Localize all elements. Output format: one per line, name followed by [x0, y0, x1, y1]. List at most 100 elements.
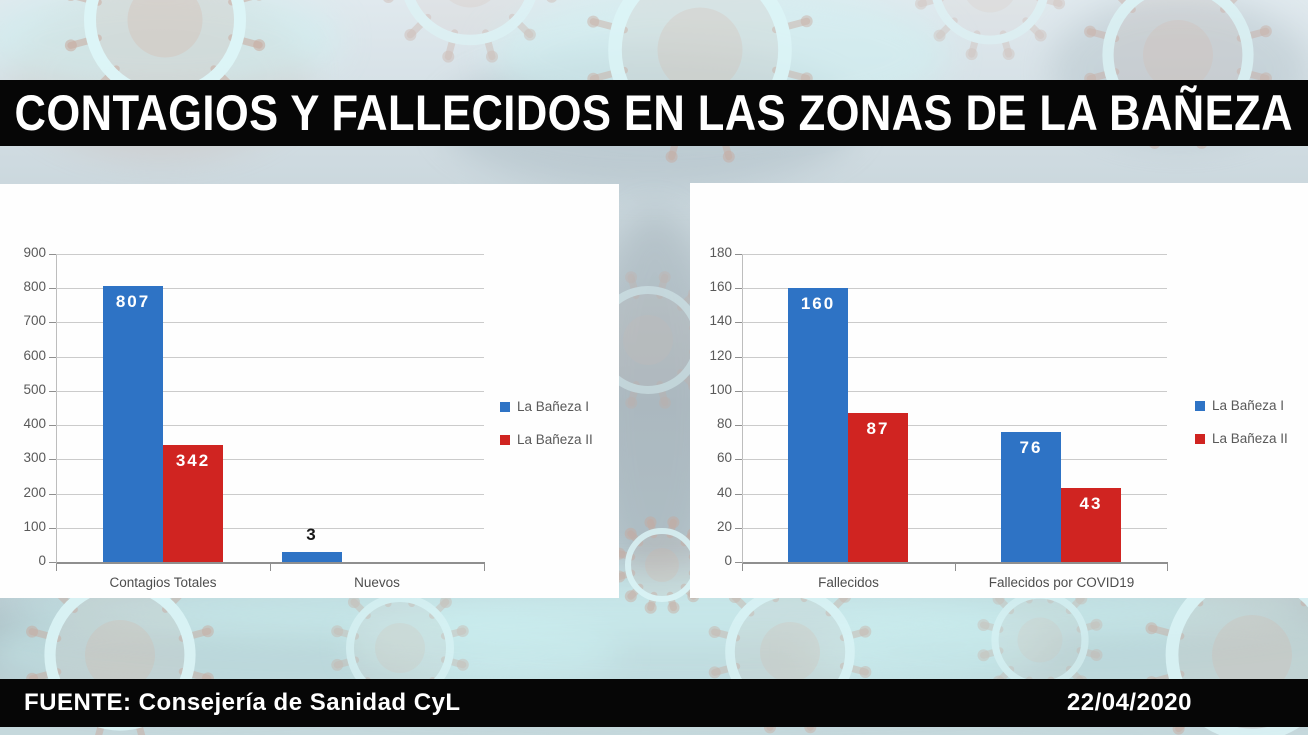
bar-la-ba-eza-i-fallecidos-por-covid19 — [1001, 432, 1061, 562]
y-axis-tick — [735, 425, 742, 426]
bar-value-label: 3 — [306, 525, 318, 544]
bar-value-label: 807 — [115, 292, 151, 311]
legend-item-la-ba-eza-ii: La Bañeza II — [500, 432, 593, 447]
y-axis-label: 100 — [23, 519, 46, 534]
y-axis-tick — [735, 322, 742, 323]
legend-item-la-ba-eza-i: La Bañeza I — [500, 399, 589, 414]
gridline — [56, 322, 484, 323]
bar-la-ba-eza-i-fallecidos — [788, 288, 848, 562]
bar-value-label: 160 — [800, 294, 836, 313]
y-axis-label: 0 — [724, 553, 732, 568]
y-axis-tick — [735, 288, 742, 289]
x-axis-tick — [742, 564, 743, 571]
footer-source: FUENTE: Consejería de Sanidad CyL — [24, 689, 461, 716]
y-axis-tick — [735, 494, 742, 495]
bar-value-label: 342 — [175, 451, 211, 470]
title-band: CONTAGIOS Y FALLECIDOS EN LAS ZONAS DE L… — [0, 80, 1308, 146]
y-axis-tick — [735, 391, 742, 392]
gridline — [742, 391, 1167, 392]
y-axis-tick — [49, 528, 56, 529]
plot-area — [742, 254, 1168, 564]
y-axis-label: 180 — [709, 245, 732, 260]
y-axis-tick — [49, 254, 56, 255]
bar-la-ba-eza-i-nuevos — [282, 552, 342, 562]
y-axis-tick — [49, 494, 56, 495]
y-axis-tick — [49, 322, 56, 323]
y-axis-label: 200 — [23, 485, 46, 500]
gridline — [56, 528, 484, 529]
y-axis-tick — [735, 562, 742, 563]
gridline — [56, 288, 484, 289]
gridline — [742, 494, 1167, 495]
gridline — [56, 254, 484, 255]
bar-la-ba-eza-ii-contagios-totales — [163, 445, 223, 562]
y-axis-label: 500 — [23, 382, 46, 397]
gridline — [56, 459, 484, 460]
gridline — [742, 254, 1167, 255]
gridline — [742, 322, 1167, 323]
footer-date: 22/04/2020 — [1066, 689, 1192, 716]
y-axis-label: 80 — [716, 416, 732, 431]
y-axis-label: 120 — [709, 348, 732, 363]
y-axis-label: 900 — [23, 245, 46, 260]
y-axis-tick — [735, 254, 742, 255]
legend-swatch — [500, 401, 510, 412]
footer-band: FUENTE: Consejería de Sanidad CyL 22/04/… — [0, 679, 1308, 727]
bar-la-ba-eza-ii-fallecidos-por-covid19 — [1061, 488, 1121, 562]
y-axis-tick — [49, 391, 56, 392]
y-axis-tick — [735, 528, 742, 529]
y-axis-label: 140 — [709, 313, 732, 328]
x-axis-tick — [270, 564, 271, 571]
y-axis-label: 400 — [23, 416, 46, 431]
x-axis-tick — [56, 564, 57, 571]
y-axis-tick — [49, 425, 56, 426]
gridline — [56, 494, 484, 495]
x-category-label: Fallecidos — [818, 575, 879, 590]
legend-label: La Bañeza I — [1212, 398, 1285, 413]
bar-la-ba-eza-ii-fallecidos — [848, 413, 908, 562]
gridline — [742, 528, 1167, 529]
gridline — [742, 357, 1167, 358]
gridline — [742, 459, 1167, 460]
y-axis-tick — [49, 288, 56, 289]
y-axis-label: 600 — [23, 348, 46, 363]
y-axis-label: 0 — [38, 553, 46, 568]
x-axis-tick — [1167, 564, 1168, 571]
x-axis-tick — [955, 564, 956, 571]
chart-panel-contagios: 0 100 200 300 400 500 600 700 800 900 Contagios To… — [0, 184, 619, 598]
x-axis-tick — [484, 564, 485, 571]
gridline — [742, 288, 1167, 289]
legend-swatch — [1195, 433, 1205, 444]
x-category-label: Fallecidos por COVID19 — [988, 575, 1135, 590]
y-axis-label: 20 — [716, 519, 732, 534]
y-axis-tick — [735, 357, 742, 358]
y-axis-tick — [49, 562, 56, 563]
legend-item-la-ba-eza-ii: La Bañeza II — [1195, 431, 1288, 446]
y-axis-label: 60 — [716, 450, 732, 465]
bar-la-ba-eza-i-contagios-totales — [103, 286, 163, 562]
x-category-label: Nuevos — [354, 575, 400, 590]
y-axis-label: 800 — [23, 279, 46, 294]
gridline — [56, 425, 484, 426]
y-axis-label: 100 — [709, 382, 732, 397]
y-axis-tick — [735, 459, 742, 460]
legend-item-la-ba-eza-i: La Bañeza I — [1195, 398, 1284, 413]
legend-swatch — [1195, 400, 1205, 411]
legend-label: La Bañeza II — [517, 432, 593, 447]
x-category-label: Contagios Totales — [109, 575, 217, 590]
legend-label: La Bañeza II — [1212, 431, 1288, 446]
page-title: CONTAGIOS Y FALLECIDOS EN LAS ZONAS DE L… — [14, 85, 1294, 141]
chart-panel-fallecidos: 0 20 40 60 80 100 120 140 160 180 Fallecidos 160 87 F… — [690, 183, 1308, 598]
bar-value-label: 43 — [1079, 494, 1103, 513]
bar-value-label: 87 — [866, 419, 890, 438]
y-axis-label: 40 — [716, 485, 732, 500]
y-axis-tick — [49, 357, 56, 358]
y-axis-label: 300 — [23, 450, 46, 465]
legend-label: La Bañeza I — [517, 399, 590, 414]
plot-area — [56, 254, 485, 564]
y-axis-tick — [49, 459, 56, 460]
legend-swatch — [500, 434, 510, 445]
gridline — [56, 357, 484, 358]
y-axis-label: 700 — [23, 313, 46, 328]
